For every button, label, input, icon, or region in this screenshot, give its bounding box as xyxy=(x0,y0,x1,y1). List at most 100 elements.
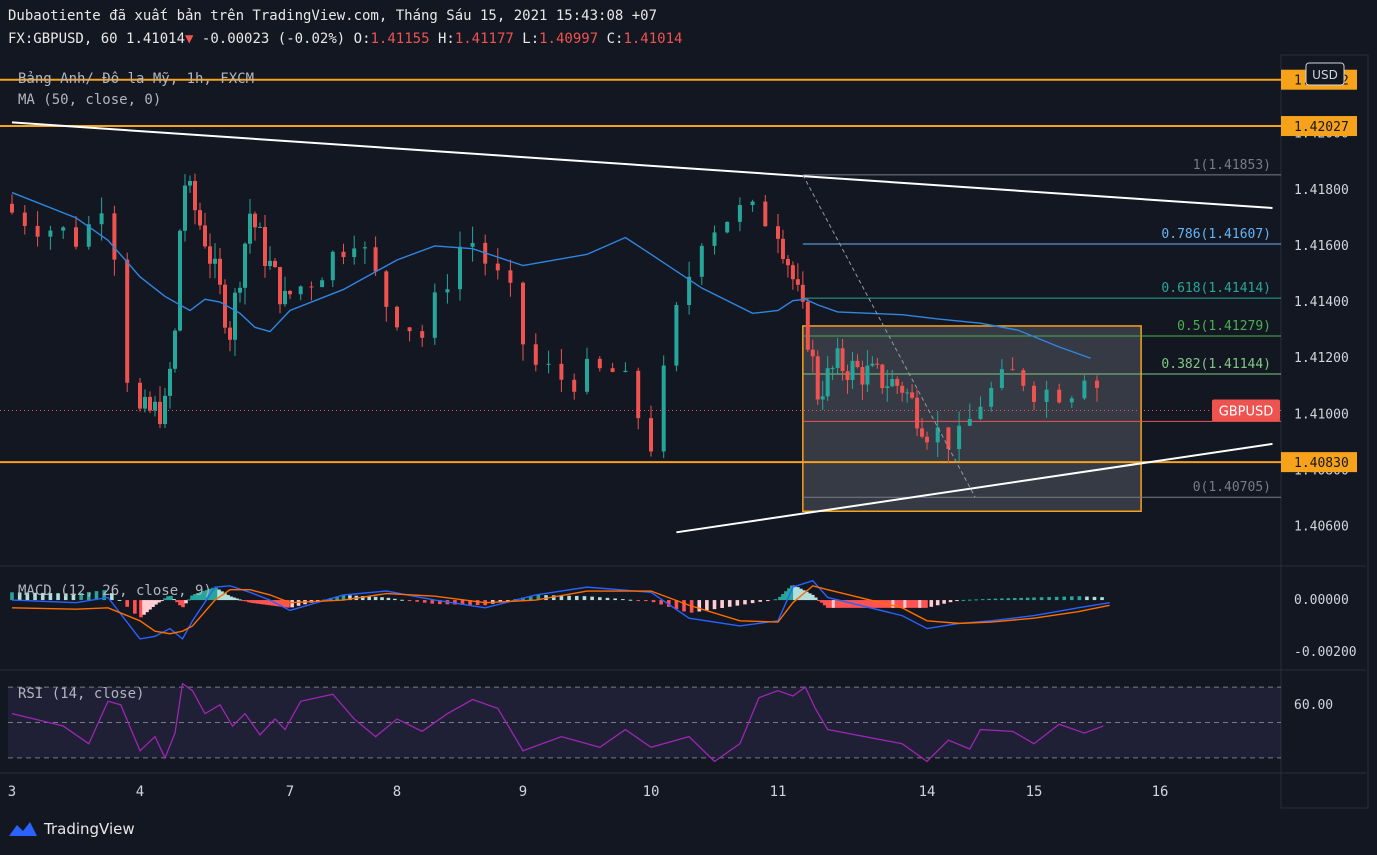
currency-badge xyxy=(1305,62,1345,86)
macd-bar xyxy=(40,592,45,601)
candle-body xyxy=(35,225,40,237)
macd-bar xyxy=(834,600,839,608)
macd-bar xyxy=(948,600,953,603)
fib-diagonal xyxy=(802,174,976,498)
candle-body xyxy=(815,356,820,400)
high-label: H: xyxy=(437,31,455,47)
candle-body xyxy=(395,306,399,328)
candle-body xyxy=(223,284,227,328)
macd-bar xyxy=(154,600,158,605)
macd-bar xyxy=(858,600,863,608)
fib-box xyxy=(802,325,1142,513)
macd-bar xyxy=(813,597,818,601)
time-tick-label: 15 xyxy=(1026,784,1043,800)
candle-body xyxy=(850,360,855,380)
candle-body xyxy=(860,367,865,385)
macd-bar xyxy=(117,599,122,601)
candle-body xyxy=(855,360,860,368)
candle-body xyxy=(168,368,172,396)
macd-bar xyxy=(259,600,263,605)
trend-line xyxy=(676,442,1273,534)
price-tick-label: 1.41400 xyxy=(1294,295,1349,310)
macd-bar xyxy=(574,595,579,601)
fib-level-label: 1(1.41853) xyxy=(1193,158,1271,173)
candle-body xyxy=(905,392,910,394)
macd-bar xyxy=(1039,597,1044,601)
macd-bar xyxy=(900,600,904,608)
price-change: -0.00023 (-0.02%) xyxy=(201,31,346,47)
macd-bar xyxy=(1006,598,1011,601)
candle-body xyxy=(432,292,437,338)
macd-bar xyxy=(613,598,617,601)
candle-body xyxy=(288,290,292,295)
candle-body xyxy=(790,265,795,280)
macd-bar xyxy=(166,596,170,601)
macd-histogram xyxy=(10,585,1104,618)
macd-bar xyxy=(828,600,833,608)
macd-bar xyxy=(822,600,827,606)
macd-bar xyxy=(993,598,998,601)
macd-bar xyxy=(712,600,717,610)
candle-body xyxy=(309,286,314,288)
macd-bar xyxy=(110,593,114,601)
fib-level-label: 0.5(1.41279) xyxy=(1177,319,1271,334)
tradingview-brand[interactable]: TradingView xyxy=(8,820,135,838)
macd-bar xyxy=(360,596,365,601)
candle-body xyxy=(445,289,450,293)
candle-body xyxy=(173,330,177,369)
macd-bar xyxy=(460,600,465,605)
last-price: 1.41014 xyxy=(126,31,186,47)
macd-bar xyxy=(10,592,14,601)
candle-body xyxy=(203,225,207,247)
macd-bar xyxy=(290,600,294,608)
candle-body xyxy=(143,396,147,409)
low-value: 1.40997 xyxy=(539,31,599,47)
macd-bar xyxy=(536,594,541,601)
candle-body xyxy=(687,276,692,305)
close-value: 1.41014 xyxy=(623,31,683,47)
macd-bar xyxy=(720,600,724,608)
candle-body xyxy=(533,344,538,365)
candle-body xyxy=(610,368,615,372)
macd-tick-label: 0.00000 xyxy=(1294,593,1349,608)
candle-body xyxy=(978,406,983,420)
macd-bar xyxy=(796,587,800,601)
macd-bar xyxy=(1077,596,1082,601)
candle-body xyxy=(188,180,192,186)
candle-body xyxy=(1057,389,1062,403)
candle-body xyxy=(661,365,666,452)
macd-bar xyxy=(921,600,925,608)
candle-body xyxy=(99,213,104,225)
macd-bar xyxy=(253,600,257,604)
candle-body xyxy=(895,379,900,386)
candle-body xyxy=(1069,398,1074,403)
time-tick-label: 10 xyxy=(643,784,660,800)
macd-bar xyxy=(205,589,209,601)
macd-bar xyxy=(758,600,763,602)
macd-bar xyxy=(145,600,149,613)
macd-bar xyxy=(876,600,881,608)
candle-body xyxy=(112,213,117,260)
macd-bar xyxy=(743,600,747,605)
candle-body xyxy=(785,258,790,266)
candle-body xyxy=(699,245,704,277)
macd-bar xyxy=(825,600,830,608)
candle-body xyxy=(795,279,800,285)
macd-bar xyxy=(888,600,893,608)
macd-bar xyxy=(453,600,457,605)
macd-bar xyxy=(924,600,928,608)
candle-body xyxy=(458,246,462,290)
macd-bar xyxy=(217,589,221,601)
macd-bar xyxy=(778,596,782,601)
macd-bar xyxy=(187,599,191,601)
time-tick-label: 3 xyxy=(8,784,16,800)
macd-bar xyxy=(506,600,510,602)
candle-body xyxy=(800,284,805,302)
candle-body xyxy=(178,230,182,331)
macd-bar xyxy=(891,600,896,608)
candle-body xyxy=(597,358,602,369)
price-tick-label: 1.41800 xyxy=(1294,183,1349,198)
candle-body xyxy=(61,227,66,231)
candle-body xyxy=(572,379,577,392)
